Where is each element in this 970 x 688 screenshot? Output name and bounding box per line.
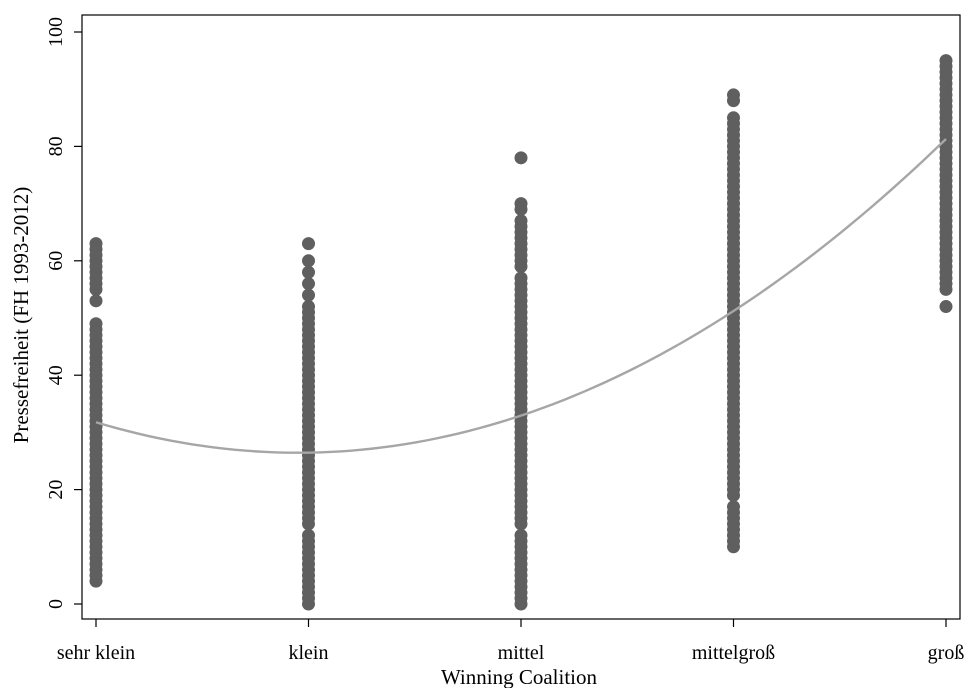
x-tick-label: mittel [498,642,545,664]
series-2 [302,237,315,611]
x-axis-title: Winning Coalition [441,665,598,688]
data-point [89,317,103,331]
data-point [514,197,528,211]
plot-area [89,54,953,611]
data-point [302,300,315,314]
data-point [302,528,315,542]
series-1 [89,237,103,588]
data-point [939,54,953,68]
data-point [514,214,528,228]
data-point [89,237,103,251]
y-tick-label: 60 [45,251,67,271]
axes: 0 20 40 60 80 100 sehr klein klein mittel mittelg… [45,17,964,664]
data-point [514,271,528,285]
series-4 [727,88,740,554]
series-3 [514,151,528,611]
series-5 [939,54,953,314]
data-point [514,151,528,165]
x-tick-label: mittelgroß [692,642,775,664]
data-point [939,300,953,314]
y-tick-label: 100 [45,17,67,47]
data-point [727,111,740,125]
data-point [302,288,315,302]
x-tick-label: sehr klein [57,642,135,664]
y-tick-label: 20 [45,480,67,500]
fit-line [95,138,947,454]
y-tick-label: 0 [45,599,67,609]
x-tick-label: klein [289,642,329,664]
data-point [302,277,315,291]
data-point [302,237,315,251]
x-tick-label: groß [928,642,965,664]
data-point [302,254,315,268]
y-tick-label: 40 [45,365,67,385]
y-axis-title: Pressefreiheit (FH 1993-2012) [9,187,33,444]
data-point [514,528,528,542]
data-point [302,265,315,279]
y-tick-label: 80 [45,136,67,156]
data-point [727,500,740,514]
data-point [727,88,740,102]
data-point [89,294,103,308]
